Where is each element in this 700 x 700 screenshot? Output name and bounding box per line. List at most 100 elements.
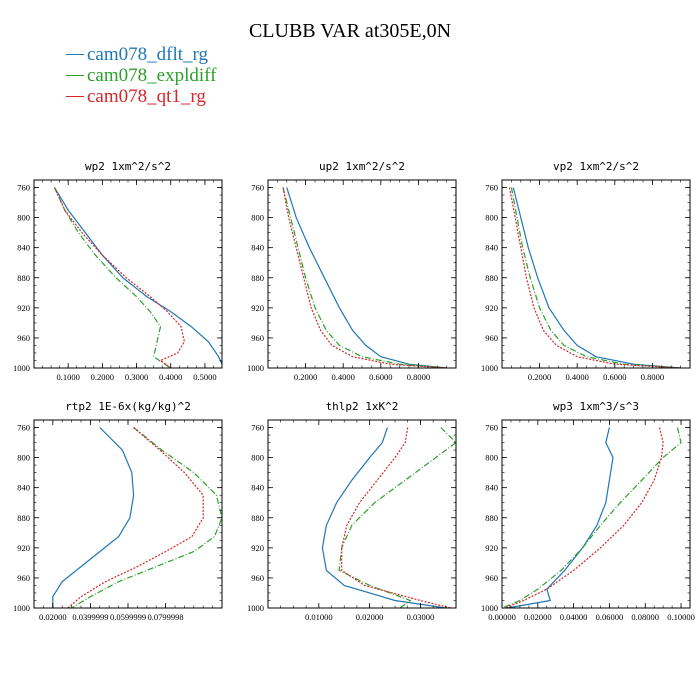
- x-tick-label: 0.8000: [407, 372, 430, 382]
- series-line-cam078_dflt_rg: [321, 427, 446, 608]
- y-tick-label: 800: [251, 453, 264, 463]
- panel-title: vp2 1xm^2/s^2: [553, 160, 639, 173]
- y-tick-label: 960: [485, 573, 498, 583]
- y-tick-label: 800: [17, 453, 30, 463]
- y-tick-label: 840: [251, 243, 264, 253]
- x-tick-label: 0.6000: [369, 372, 392, 382]
- legend-line-icon: [66, 54, 84, 56]
- series-line-cam078_expldiff: [338, 427, 456, 608]
- y-tick-label: 920: [17, 303, 30, 313]
- x-tick-label: 0.02000: [524, 612, 552, 622]
- y-tick-label: 920: [17, 543, 30, 553]
- y-tick-label: 800: [17, 213, 30, 223]
- y-tick-label: 840: [17, 243, 30, 253]
- y-tick-label: 880: [17, 273, 30, 283]
- y-tick-label: 760: [17, 423, 30, 433]
- x-tick-label: 0.2000: [528, 372, 551, 382]
- legend-line-icon: [66, 96, 84, 98]
- x-tick-label: 0.3000: [125, 372, 148, 382]
- panel-title: up2 1xm^2/s^2: [319, 160, 405, 173]
- series-line-cam078_qt1_rg: [53, 187, 186, 368]
- x-tick-label: 0.02000: [39, 612, 67, 622]
- y-tick-label: 840: [485, 483, 498, 493]
- series-line-cam078_dflt_rg: [286, 187, 447, 368]
- y-tick-label: 1000: [247, 603, 264, 613]
- series-line-cam078_qt1_rg: [505, 427, 664, 608]
- panel-title: rtp2 1E-6x(kg/kg)^2: [65, 400, 191, 413]
- x-tick-label: 0.10000: [667, 612, 695, 622]
- y-tick-label: 960: [485, 333, 498, 343]
- series-line-cam078_expldiff: [510, 187, 681, 368]
- series-line-cam078_qt1_rg: [282, 187, 447, 368]
- series-line-cam078_qt1_rg: [67, 427, 204, 608]
- series-line-cam078_dflt_rg: [512, 187, 681, 368]
- series-group: [52, 427, 222, 608]
- legend-label: cam078_expldiff: [87, 65, 217, 86]
- x-tick-label: 0.2000: [91, 372, 114, 382]
- series-line-cam078_dflt_rg: [52, 427, 135, 608]
- x-tick-label: 0.00000: [488, 612, 516, 622]
- y-tick-label: 840: [251, 483, 264, 493]
- y-tick-label: 760: [485, 423, 498, 433]
- panel-title: thlp2 1xK^2: [326, 400, 399, 413]
- x-tick-label: 0.0599999: [110, 612, 146, 622]
- y-tick-label: 960: [251, 573, 264, 583]
- y-tick-label: 920: [485, 303, 498, 313]
- panel-title: wp2 1xm^2/s^2: [85, 160, 171, 173]
- plot-frame: [33, 419, 223, 609]
- legend-label: cam078_dflt_rg: [87, 44, 209, 65]
- panel-title: wp3 1xm^3/s^3: [553, 400, 639, 413]
- series-line-cam078_dflt_rg: [507, 427, 614, 608]
- series-group: [321, 427, 456, 608]
- series-line-cam078_expldiff: [502, 427, 682, 608]
- series-line-cam078_dflt_rg: [53, 187, 222, 365]
- x-tick-label: 0.4000: [159, 372, 182, 382]
- x-tick-label: 0.4000: [332, 372, 355, 382]
- x-tick-label: 0.4000: [566, 372, 589, 382]
- series-line-cam078_qt1_rg: [508, 187, 681, 368]
- x-tick-label: 0.08000: [631, 612, 659, 622]
- series-line-cam078_expldiff: [71, 427, 222, 608]
- legend-label: cam078_qt1_rg: [87, 86, 206, 107]
- plot-frame: [33, 179, 223, 369]
- legend-item-expldiff: cam078_expldiff: [66, 66, 216, 86]
- y-tick-label: 880: [251, 513, 264, 523]
- y-tick-label: 760: [251, 183, 264, 193]
- series-line-cam078_expldiff: [282, 187, 447, 368]
- panel-4: rtp2 1E-6x(kg/kg)^2 760 800 840 880 920 960 100…: [13, 400, 223, 622]
- legend-item-qt1: cam078_qt1_rg: [66, 87, 206, 107]
- figure-title: CLUBB VAR at305E,0N: [248, 20, 452, 42]
- panel-5: thlp2 1xK^2 760 800 840 880 920 960 1000 0.01000…: [247, 400, 457, 622]
- y-tick-label: 800: [485, 453, 498, 463]
- y-tick-label: 840: [17, 483, 30, 493]
- y-tick-label: 1000: [481, 603, 498, 613]
- x-tick-label: 0.5000: [193, 372, 216, 382]
- x-tick-label: 0.06000: [596, 612, 624, 622]
- plot-frame: [501, 179, 691, 369]
- series-group: [53, 187, 222, 368]
- series-line-cam078_qt1_rg: [341, 427, 452, 608]
- y-tick-label: 800: [251, 213, 264, 223]
- y-tick-label: 840: [485, 243, 498, 253]
- x-tick-label: 0.0799998: [148, 612, 184, 622]
- y-tick-label: 880: [485, 273, 498, 283]
- legend-line-icon: [66, 75, 84, 77]
- legend-item-dflt: cam078_dflt_rg: [66, 45, 208, 65]
- y-tick-label: 1000: [481, 363, 498, 373]
- series-group: [508, 187, 681, 368]
- y-tick-label: 1000: [13, 363, 30, 373]
- panel-1: wp2 1xm^2/s^2 760 800 840 880 920 960 1000 0.100…: [13, 160, 223, 382]
- y-tick-label: 880: [17, 513, 30, 523]
- x-tick-label: 0.04000: [560, 612, 588, 622]
- series-group: [502, 427, 682, 608]
- x-tick-label: 0.8000: [641, 372, 664, 382]
- y-tick-label: 760: [485, 183, 498, 193]
- x-tick-label: 0.0399999: [72, 612, 108, 622]
- x-tick-label: 0.6000: [603, 372, 626, 382]
- panel-2: up2 1xm^2/s^2 760 800 840 880 920 960 1000 0.200…: [247, 160, 457, 382]
- x-tick-label: 0.02000: [356, 612, 384, 622]
- y-tick-label: 760: [17, 183, 30, 193]
- plot-frame: [267, 179, 457, 369]
- y-tick-label: 880: [485, 513, 498, 523]
